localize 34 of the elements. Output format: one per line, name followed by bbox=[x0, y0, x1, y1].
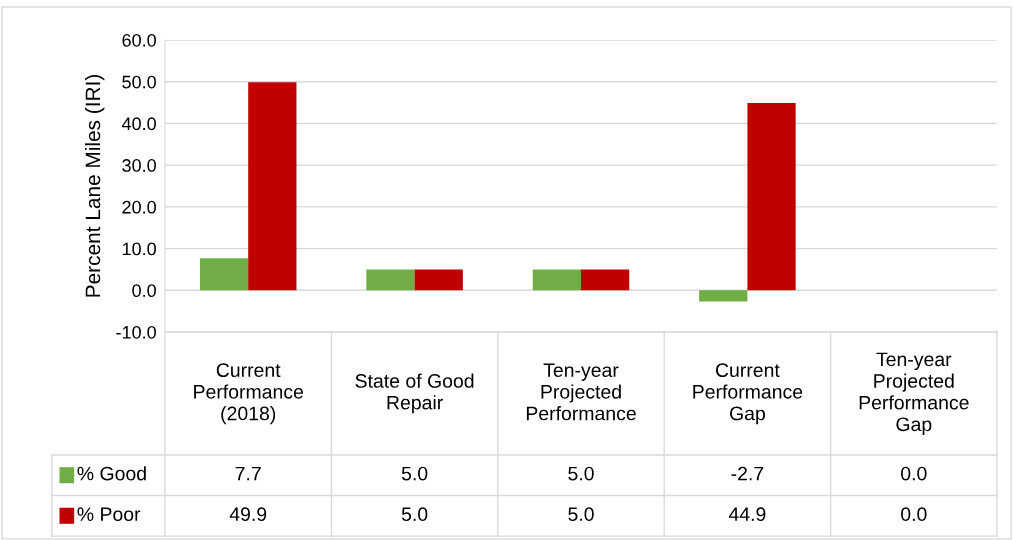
bar bbox=[581, 269, 630, 291]
y-tick-label: 30.0 bbox=[122, 159, 156, 172]
data-label: -2.7 bbox=[731, 466, 764, 481]
x-tick-label: State of Good Repair bbox=[355, 373, 474, 414]
y-tick-label: -10.0 bbox=[116, 325, 156, 339]
data-label: 5.0 bbox=[401, 466, 428, 481]
y-tick-label: 10.0 bbox=[122, 242, 156, 256]
bar bbox=[248, 82, 297, 291]
y-tick-label: 0.0 bbox=[132, 284, 156, 298]
y-tick-label: 50.0 bbox=[122, 75, 156, 89]
y-tick-label: 60.0 bbox=[122, 33, 156, 47]
y-axis-title: Percent Lane Miles (IRI) bbox=[84, 74, 105, 297]
legend-label: % Good bbox=[77, 466, 146, 481]
legend-label: % Poor bbox=[77, 507, 141, 522]
data-label: 5.0 bbox=[568, 507, 594, 522]
bar bbox=[532, 269, 581, 291]
bar bbox=[747, 102, 796, 291]
bar bbox=[414, 269, 463, 291]
bar bbox=[199, 258, 249, 291]
y-tick-label: 20.0 bbox=[122, 200, 156, 214]
bar bbox=[366, 269, 415, 291]
data-label: 0.0 bbox=[901, 507, 927, 522]
data-label: 5.0 bbox=[401, 507, 428, 522]
x-tick-label: Ten-year Projected Performance bbox=[526, 363, 636, 421]
data-label: 5.0 bbox=[568, 466, 594, 481]
y-tick-label: 40.0 bbox=[121, 117, 156, 131]
bar bbox=[699, 290, 748, 302]
x-tick-label: Current Performance Gap bbox=[693, 363, 803, 425]
x-tick-label: Current Performance (2018) bbox=[194, 363, 303, 425]
data-label: 7.7 bbox=[235, 466, 261, 481]
data-label: 49.9 bbox=[229, 507, 267, 522]
data-label: 44.9 bbox=[728, 507, 766, 522]
data-label: 0.0 bbox=[901, 466, 927, 481]
x-tick-label: Ten-year Projected Performance Gap bbox=[859, 352, 969, 435]
